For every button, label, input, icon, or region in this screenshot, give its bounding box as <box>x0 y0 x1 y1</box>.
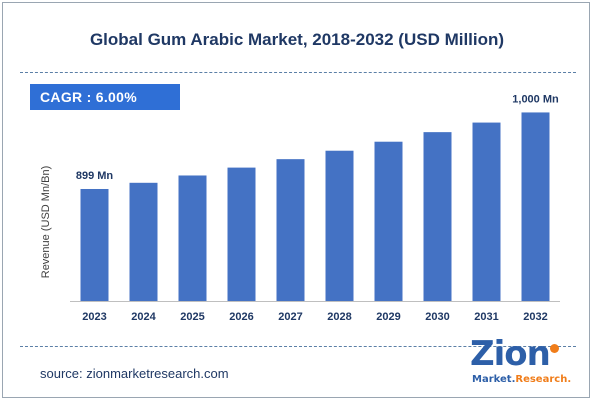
logo-dot-icon <box>550 344 559 353</box>
x-tick-label: 2027 <box>278 311 302 323</box>
bottom-divider <box>20 346 576 347</box>
bar-2027 <box>276 159 305 301</box>
logo-subtitle: Market.Research. <box>472 374 571 385</box>
x-tick-label: 2023 <box>82 311 106 323</box>
data-label: 899 Mn <box>76 170 114 182</box>
x-tick-label: 2031 <box>474 311 498 323</box>
top-divider <box>20 72 576 73</box>
x-tick-label: 2029 <box>376 311 400 323</box>
zion-logo: Zion Market.Research. <box>468 334 578 390</box>
logo-sub-right: Research. <box>515 374 572 385</box>
bar-2030 <box>423 132 452 301</box>
logo-wordmark: Zion <box>470 334 551 374</box>
source-text: source: zionmarketresearch.com <box>40 366 229 381</box>
x-tick-label: 2032 <box>523 311 547 323</box>
x-tick-label: 2025 <box>180 311 204 323</box>
bar-2029 <box>374 141 403 301</box>
bar-2026 <box>227 167 256 301</box>
chart-title: Global Gum Arabic Market, 2018-2032 (USD… <box>89 30 505 49</box>
bar-2025 <box>178 175 207 301</box>
data-label: 1,000 Mn <box>512 93 559 105</box>
logo-sub-left: Market. <box>472 374 516 385</box>
x-tick-label: 2030 <box>425 311 449 323</box>
cagr-badge: CAGR : 6.00% <box>30 84 180 110</box>
x-tick-label: 2024 <box>131 311 156 323</box>
bar-2023 <box>80 188 109 301</box>
bar-2031 <box>472 122 501 302</box>
bar-2024 <box>129 182 158 301</box>
bar-2028 <box>325 150 354 301</box>
bar-2032 <box>521 112 550 301</box>
x-tick-label: 2028 <box>327 311 351 323</box>
x-tick-label: 2026 <box>229 311 253 323</box>
